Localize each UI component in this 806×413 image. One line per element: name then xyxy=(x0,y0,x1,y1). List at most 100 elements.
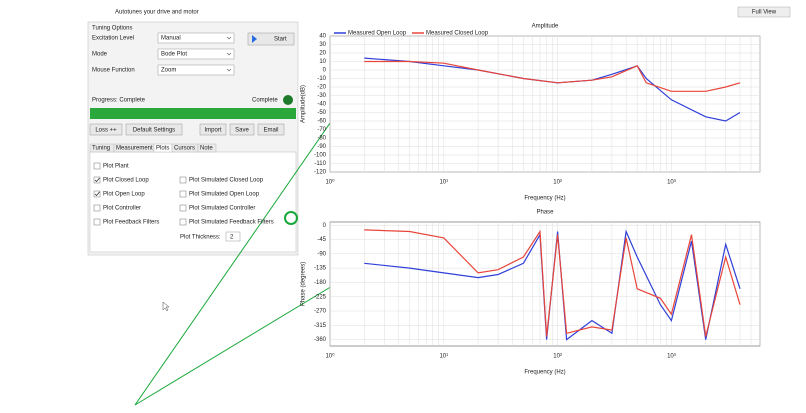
dropdown-arrow xyxy=(226,36,232,40)
y-tick-label: 20 xyxy=(319,51,326,57)
group-title: Tuning Options xyxy=(92,26,132,32)
button[interactable] xyxy=(199,123,227,136)
full-view-label: Full View xyxy=(752,10,777,16)
x-axis-label: Frequency (Hz) xyxy=(524,196,565,202)
y-tick-label: 40 xyxy=(319,34,326,40)
checkbox[interactable] xyxy=(179,218,187,226)
checkbox[interactable] xyxy=(93,162,101,170)
x-tick-label: 10⁰ xyxy=(325,179,335,186)
y-tick-label: -30 xyxy=(317,93,326,99)
field-label: Mouse Function xyxy=(92,68,135,74)
button[interactable] xyxy=(125,123,183,136)
tab-label: Plots xyxy=(156,146,169,152)
dropdown[interactable] xyxy=(157,64,235,76)
checkbox[interactable] xyxy=(179,190,187,198)
y-tick-label: -90 xyxy=(317,144,326,150)
tab[interactable] xyxy=(197,143,217,153)
tab-label: Note xyxy=(200,146,213,152)
dropdown-value: Manual xyxy=(161,36,181,42)
tab-label: Tuning xyxy=(92,146,110,152)
status-led xyxy=(283,95,293,105)
y-tick-label: -270 xyxy=(314,309,327,315)
legend-label: Measured Closed Loop xyxy=(426,31,489,37)
checkbox-label: Plot Open Loop xyxy=(103,192,145,198)
thickness-box[interactable] xyxy=(225,231,241,242)
y-tick-label: -45 xyxy=(317,237,326,243)
y-tick-label: -70 xyxy=(317,127,326,133)
tab-body xyxy=(89,151,297,253)
y-tick-label: -180 xyxy=(314,280,327,286)
tab-label: Cursors xyxy=(174,146,195,152)
checkbox-label: Plot Simulated Closed Loop xyxy=(189,178,264,184)
dropdown-arrow xyxy=(226,68,232,72)
checkbox[interactable] xyxy=(93,176,101,184)
tab-label: Measurement xyxy=(116,146,153,152)
dropdown[interactable] xyxy=(157,32,235,44)
checkbox-label: Plot Simulated Controller xyxy=(189,206,255,212)
x-tick-label: 10⁰ xyxy=(325,353,335,360)
checkbox-label: Plot Simulated Feedback Filters xyxy=(189,220,274,226)
y-axis-label: Amplitude(dB) xyxy=(301,85,307,123)
check-mark xyxy=(94,177,100,183)
y-tick-label: -40 xyxy=(317,102,326,108)
x-tick-label: 10¹ xyxy=(439,354,448,360)
checkbox[interactable] xyxy=(179,204,187,212)
series-line xyxy=(364,57,741,122)
plot-area xyxy=(329,221,761,347)
field-label: Mode xyxy=(92,52,108,58)
thickness-value: 2 xyxy=(230,235,234,241)
series-line xyxy=(364,60,741,92)
checkbox-label: Plot Closed Loop xyxy=(103,178,149,184)
x-tick-label: 10³ xyxy=(667,354,676,360)
button[interactable] xyxy=(229,123,255,136)
y-tick-label: -100 xyxy=(314,153,327,159)
dropdown-value: Zoom xyxy=(161,68,176,74)
play-icon xyxy=(252,35,257,43)
x-tick-label: 10¹ xyxy=(439,180,448,186)
checkbox[interactable] xyxy=(93,218,101,226)
legend-label: Measured Open Loop xyxy=(348,31,407,37)
start-button[interactable] xyxy=(247,32,295,46)
dropdown[interactable] xyxy=(157,48,235,60)
y-tick-label: -60 xyxy=(317,119,326,125)
cursor xyxy=(162,301,170,312)
x-tick-label: 10² xyxy=(553,180,562,186)
y-tick-label: 30 xyxy=(319,42,326,48)
start-label: Start xyxy=(274,37,287,43)
y-tick-label: -110 xyxy=(314,161,326,167)
dropdown-value: Bode Plot xyxy=(161,52,187,58)
y-tick-label: -135 xyxy=(314,266,327,272)
thickness-label: Plot Thickness: xyxy=(180,235,221,241)
y-tick-label: -360 xyxy=(314,337,327,343)
y-tick-label: -20 xyxy=(317,85,326,91)
checkbox[interactable] xyxy=(93,190,101,198)
y-tick-label: -315 xyxy=(314,323,327,329)
field-label: Excitation Level xyxy=(92,36,134,42)
button[interactable] xyxy=(89,123,123,136)
x-tick-label: 10² xyxy=(553,354,562,360)
y-tick-label: -225 xyxy=(314,294,327,300)
button-label: Loss ++ xyxy=(95,128,117,134)
y-tick-label: -10 xyxy=(317,76,326,82)
y-tick-label: 0 xyxy=(323,223,327,229)
y-tick-label: -120 xyxy=(314,170,327,176)
y-tick-label: -80 xyxy=(317,136,326,142)
checkbox[interactable] xyxy=(179,176,187,184)
check-mark xyxy=(94,191,100,197)
plot-title: Amplitude xyxy=(532,24,559,30)
full-view-button[interactable] xyxy=(737,6,791,18)
dropdown-arrow xyxy=(226,52,232,56)
progress: Progress: Complete xyxy=(92,98,146,104)
y-tick-label: -50 xyxy=(317,110,326,116)
progress-bar xyxy=(90,108,296,119)
y-axis-label: Phase (degrees) xyxy=(301,262,307,306)
plot-title: Phase xyxy=(536,210,554,216)
y-tick-label: -90 xyxy=(317,251,326,257)
y-tick-label: 0 xyxy=(323,68,327,74)
status: Complete xyxy=(252,98,278,104)
checkbox[interactable] xyxy=(93,204,101,212)
checkbox-label: Plot Simulated Open Loop xyxy=(189,192,260,198)
series-line xyxy=(364,229,741,337)
button[interactable] xyxy=(257,123,285,136)
button-label: Email xyxy=(263,128,278,134)
